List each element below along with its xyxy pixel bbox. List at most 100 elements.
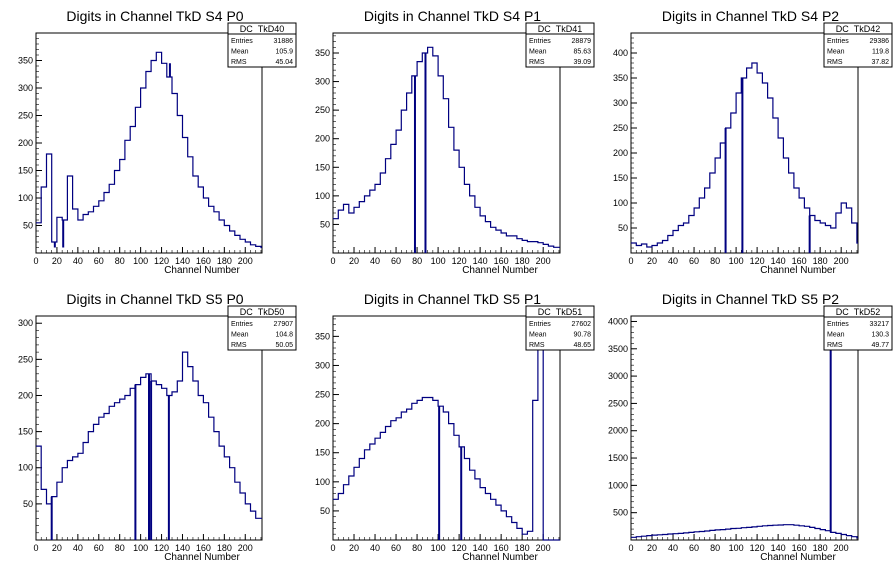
x-tick-label: 40 — [668, 543, 678, 553]
plot-frame — [630, 315, 859, 541]
stats-value: 119.8 — [872, 49, 889, 56]
y-tick-label: 100 — [315, 477, 330, 487]
stats-box-frame — [227, 305, 297, 351]
stats-name: DC_TkD42 — [836, 24, 881, 34]
x-tick-label: 120 — [154, 256, 169, 266]
x-tick-label: 80 — [412, 256, 422, 266]
x-tick-label: 140 — [473, 543, 488, 553]
x-tick-label: 100 — [133, 256, 148, 266]
x-tick-label: 60 — [689, 543, 699, 553]
x-tick-label: 40 — [73, 256, 83, 266]
stats-value: 48.65 — [573, 342, 591, 349]
x-tick-label: 160 — [494, 543, 509, 553]
y-tick-label: 100 — [613, 198, 628, 208]
stats-label: Mean — [827, 49, 845, 56]
y-tick-label: 1000 — [608, 480, 628, 490]
y-tick-label: 200 — [315, 419, 330, 429]
y-tick-label: 3500 — [608, 344, 628, 354]
x-tick-label: 60 — [689, 256, 699, 266]
y-tick-label: 50 — [23, 499, 33, 509]
x-tick-label: 0 — [330, 543, 335, 553]
x-tick-label: 160 — [792, 543, 807, 553]
stats-value: 33217 — [870, 321, 890, 328]
x-tick-label: 60 — [94, 543, 104, 553]
x-tick-label: 200 — [536, 543, 551, 553]
y-tick-label: 300 — [315, 360, 330, 370]
plot-frame — [332, 315, 561, 541]
stats-box-frame — [823, 305, 893, 351]
chart-panel-2: Digits in Channel TkD S4 P15010015020025… — [315, 8, 595, 276]
y-tick-label: 100 — [315, 191, 330, 201]
stats-value: 27907 — [274, 321, 294, 328]
x-tick-label: 40 — [370, 543, 380, 553]
stats-value: 49.77 — [871, 342, 889, 349]
stats-label: Mean — [231, 332, 249, 339]
stats-label: Entries — [231, 321, 253, 328]
stats-value: 37.82 — [871, 59, 889, 66]
chart-panel-4: Digits in Channel TkD S5 P05010015020025… — [18, 291, 297, 563]
stats-name: DC_TkD40 — [240, 24, 285, 34]
y-tick-label: 50 — [320, 506, 330, 516]
x-tick-label: 120 — [452, 543, 467, 553]
x-tick-label: 180 — [813, 543, 828, 553]
stats-box: DC_TkD42 Entries 29386 Mean 119.8 RMS 37.82 — [823, 22, 893, 68]
histogram-series — [631, 524, 858, 539]
y-tick-label: 200 — [613, 148, 628, 158]
chart-title: Digits in Channel TkD S4 P0 — [66, 8, 243, 24]
stats-label: Entries — [827, 321, 849, 328]
y-tick-label: 2000 — [608, 426, 628, 436]
stats-label: Mean — [231, 49, 249, 56]
x-tick-label: 100 — [431, 543, 446, 553]
stats-name: DC_TkD51 — [538, 307, 583, 317]
stats-value: 29386 — [870, 38, 890, 45]
stats-label: Entries — [231, 38, 253, 45]
x-tick-label: 180 — [515, 256, 530, 266]
chart-panel-5: Digits in Channel TkD S5 P15010015020025… — [315, 291, 595, 563]
stats-label: RMS — [231, 59, 247, 66]
chart-title: Digits in Channel TkD S5 P2 — [662, 291, 839, 307]
x-tick-label: 40 — [370, 256, 380, 266]
x-tick-label: 20 — [349, 543, 359, 553]
histogram-series — [36, 51, 262, 249]
y-tick-label: 250 — [613, 123, 628, 133]
stats-box-frame — [525, 22, 595, 68]
x-tick-label: 40 — [73, 543, 83, 553]
x-tick-label: 180 — [217, 543, 232, 553]
stats-label: Entries — [529, 321, 551, 328]
stats-box: DC_TkD52 Entries 33217 Mean 130.3 RMS 49.77 — [823, 305, 893, 351]
x-tick-label: 180 — [515, 543, 530, 553]
x-tick-label: 60 — [391, 256, 401, 266]
y-tick-label: 250 — [315, 105, 330, 115]
x-tick-label: 140 — [771, 543, 786, 553]
stats-label: Entries — [827, 38, 849, 45]
x-tick-label: 20 — [349, 256, 359, 266]
y-tick-label: 250 — [18, 111, 33, 121]
stats-box: DC_TkD50 Entries 27907 Mean 104.8 RMS 50.05 — [227, 305, 297, 351]
x-tick-label: 20 — [647, 256, 657, 266]
y-tick-label: 50 — [320, 219, 330, 229]
stats-box: DC_TkD40 Entries 31886 Mean 105.9 RMS 45.04 — [227, 22, 297, 68]
stats-label: RMS — [827, 342, 843, 349]
chart-title: Digits in Channel TkD S4 P1 — [364, 8, 541, 24]
y-tick-label: 200 — [18, 390, 33, 400]
stats-label: RMS — [529, 342, 545, 349]
y-tick-label: 350 — [613, 73, 628, 83]
stats-label: Mean — [827, 332, 845, 339]
stats-value: 31886 — [274, 38, 294, 45]
x-tick-label: 0 — [330, 256, 335, 266]
y-tick-label: 4000 — [608, 316, 628, 326]
y-tick-label: 500 — [613, 508, 628, 518]
y-tick-label: 300 — [18, 83, 33, 93]
y-tick-label: 350 — [315, 331, 330, 341]
stats-label: Mean — [529, 49, 547, 56]
y-tick-label: 250 — [315, 390, 330, 400]
x-tick-label: 200 — [834, 256, 849, 266]
plot-frame — [332, 32, 561, 254]
y-tick-label: 350 — [315, 48, 330, 58]
x-tick-label: 140 — [175, 256, 190, 266]
x-tick-label: 80 — [412, 543, 422, 553]
x-tick-label: 80 — [115, 256, 125, 266]
y-tick-label: 400 — [613, 48, 628, 58]
stats-value: 27602 — [572, 321, 592, 328]
x-tick-label: 160 — [494, 256, 509, 266]
